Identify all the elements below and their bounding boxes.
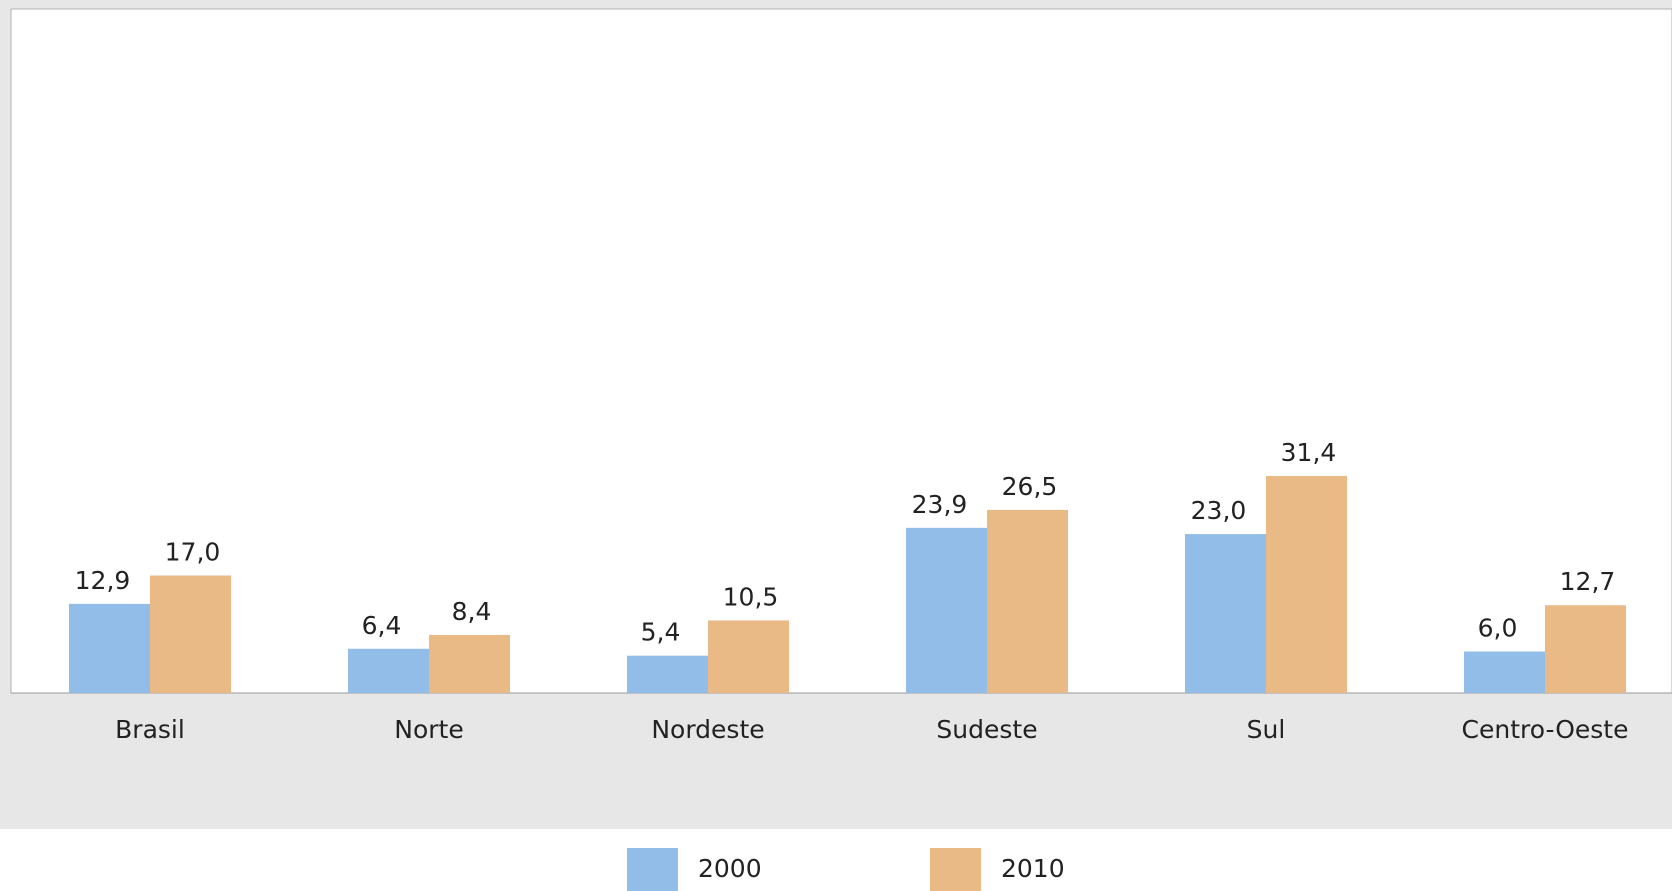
bar: [708, 620, 789, 693]
data-label: 6,4: [362, 611, 402, 640]
data-label: 17,0: [165, 538, 221, 567]
x-tick-label: Sul: [1247, 715, 1286, 744]
data-label: 5,4: [641, 618, 681, 647]
bar: [1185, 534, 1266, 693]
legend-label: 2000: [698, 854, 762, 883]
x-tick-label: Norte: [394, 715, 463, 744]
x-tick-label: Brasil: [115, 715, 185, 744]
bar: [69, 603, 150, 693]
plot-area: [10, 8, 1672, 694]
bar: [150, 575, 231, 693]
bar: [627, 655, 708, 693]
bar: [1545, 605, 1626, 693]
data-label: 23,0: [1191, 496, 1247, 525]
data-label: 10,5: [723, 582, 779, 611]
bar: [1464, 651, 1545, 693]
bar: [1266, 476, 1347, 693]
data-label: 12,9: [75, 566, 131, 595]
x-tick-label: Centro-Oeste: [1462, 715, 1629, 744]
x-tick-label: Nordeste: [651, 715, 764, 744]
x-tick-label: Sudeste: [936, 715, 1037, 744]
bar: [906, 527, 987, 693]
legend-swatch: [930, 848, 981, 891]
bar: [987, 509, 1068, 693]
data-label: 31,4: [1281, 438, 1337, 467]
data-label: 26,5: [1002, 472, 1058, 501]
data-label: 23,9: [912, 490, 968, 519]
data-label: 6,0: [1478, 614, 1518, 643]
legend-label: 2010: [1001, 854, 1065, 883]
data-label: 8,4: [452, 597, 492, 626]
bar: [429, 634, 510, 693]
bar: [348, 648, 429, 693]
data-label: 12,7: [1560, 567, 1616, 596]
legend-swatch: [627, 848, 678, 891]
